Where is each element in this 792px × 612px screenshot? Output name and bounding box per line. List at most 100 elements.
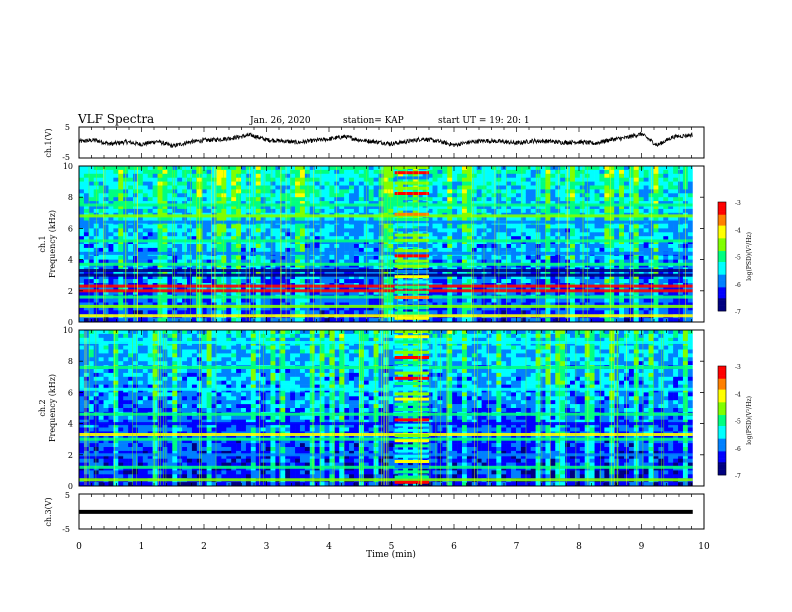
spectrogram-cell xyxy=(506,275,512,280)
spectrogram-cell xyxy=(633,208,640,214)
spectrogram-cell xyxy=(265,216,271,221)
spectrogram-cell xyxy=(653,166,659,171)
spectrogram-cell xyxy=(133,318,139,323)
spectrogram-cell xyxy=(663,193,669,198)
spectrogram-cell xyxy=(437,310,443,315)
spectrogram-cell xyxy=(457,201,463,206)
spectrogram-cell xyxy=(245,290,252,295)
spectrogram-cell xyxy=(349,232,355,237)
spectrogram-cell xyxy=(658,177,664,182)
spectrogram-cell xyxy=(142,228,149,233)
spectrogram-cell xyxy=(638,255,644,260)
spectrogram-cell xyxy=(324,306,330,311)
spectrogram-cell xyxy=(540,279,546,284)
spectrogram-cell xyxy=(373,193,379,198)
spectrogram-cell xyxy=(255,298,261,303)
spectrogram-cell xyxy=(358,201,365,206)
spectrogram-cell xyxy=(511,259,517,264)
spectrogram-cell xyxy=(142,318,149,323)
spectrogram-cell xyxy=(653,279,659,284)
spectrogram-cell xyxy=(501,228,507,233)
spectrogram-cell xyxy=(550,193,556,198)
spectrogram-cell xyxy=(285,166,291,171)
spectrogram-cell xyxy=(88,298,95,303)
spectrogram-cell xyxy=(280,232,286,237)
spectrogram-cell xyxy=(511,271,517,276)
spectrogram-cell xyxy=(663,310,669,315)
spectrogram-cell xyxy=(206,318,212,323)
spectrogram-cell xyxy=(511,318,517,323)
spectrogram-cell xyxy=(137,185,144,190)
spectrogram-cell xyxy=(452,271,458,276)
spectrogram-cell xyxy=(628,181,635,186)
spectrogram-cell xyxy=(270,169,276,175)
spectrogram-cell xyxy=(290,318,296,323)
spectrogram-cell xyxy=(309,290,315,295)
spectrogram-cell xyxy=(299,279,306,284)
spectrogram-cell xyxy=(570,290,576,295)
spectrogram-cell xyxy=(614,201,620,206)
spectrogram-cell xyxy=(295,205,301,210)
spectrogram-cell xyxy=(624,271,630,276)
spectrogram-cell xyxy=(476,169,482,175)
spectrogram-cell xyxy=(334,208,340,214)
spectrogram-cell xyxy=(295,279,301,284)
spectrogram-cell xyxy=(206,232,212,237)
spectrogram-cell xyxy=(187,236,193,241)
spectrogram-cell xyxy=(673,275,679,280)
spectrogram-cell xyxy=(589,205,595,210)
spectrogram-cell xyxy=(447,271,453,276)
spectrogram-cell xyxy=(324,205,330,210)
spectrogram-cell xyxy=(452,279,458,284)
spectrogram-cell xyxy=(673,173,679,178)
spectrogram-cell xyxy=(442,275,448,280)
spectrogram-cell xyxy=(530,306,536,311)
spectrogram-cell xyxy=(329,228,335,233)
spectrogram-cell xyxy=(383,228,389,233)
spectrogram-cell xyxy=(466,271,473,276)
spectrogram-cell xyxy=(393,298,399,303)
spectrogram-cell xyxy=(290,255,296,260)
spectrogram-cell xyxy=(147,169,153,175)
spectrogram-cell xyxy=(216,244,222,249)
spectrogram-cell xyxy=(486,271,492,276)
spectrogram-cell xyxy=(609,197,615,202)
spectrogram-cell xyxy=(594,290,600,295)
spectrogram-cell xyxy=(545,177,551,182)
spectrogram-cell xyxy=(511,279,517,284)
spectrogram-cell xyxy=(437,290,443,295)
spectrogram-cell xyxy=(358,318,365,323)
spectrogram-cell xyxy=(245,298,252,303)
spectrogram-cell xyxy=(525,173,532,178)
spectrogram-cell xyxy=(555,216,561,221)
spectrogram-cell xyxy=(452,177,458,182)
spectrogram-cell xyxy=(275,290,281,295)
spectrogram-cell xyxy=(574,286,581,292)
spectrogram-cell xyxy=(506,279,512,284)
spectrogram-cell xyxy=(442,286,448,292)
spectrogram-cell xyxy=(383,232,389,237)
spectrogram-cell xyxy=(329,302,335,307)
spectrogram-cell xyxy=(452,216,458,221)
spectrogram-cell xyxy=(570,169,576,175)
spectrogram-cell xyxy=(550,236,556,241)
spectrogram-cell xyxy=(290,177,296,182)
spectrogram-cell xyxy=(619,177,625,182)
spectrogram-cell xyxy=(79,298,85,303)
spectrogram-cell xyxy=(388,173,394,178)
spectrogram-cell xyxy=(324,173,330,178)
spectrogram-cell xyxy=(270,306,276,311)
spectrogram-cell xyxy=(638,201,644,206)
spectrogram-cell xyxy=(599,208,605,214)
spectrogram-cell xyxy=(501,271,507,276)
spectrogram-cell xyxy=(638,177,644,182)
spectrogram-cell xyxy=(422,271,428,276)
spectrogram-cell xyxy=(309,193,315,198)
spectrogram-cell xyxy=(633,255,640,260)
spectrogram-cell xyxy=(461,244,468,249)
spectrogram-cell xyxy=(457,286,463,292)
spectrogram-cell xyxy=(535,181,541,186)
spectrogram-cell xyxy=(142,181,149,186)
spectrogram-cell xyxy=(304,279,311,284)
spectrogram-cell xyxy=(368,310,374,315)
